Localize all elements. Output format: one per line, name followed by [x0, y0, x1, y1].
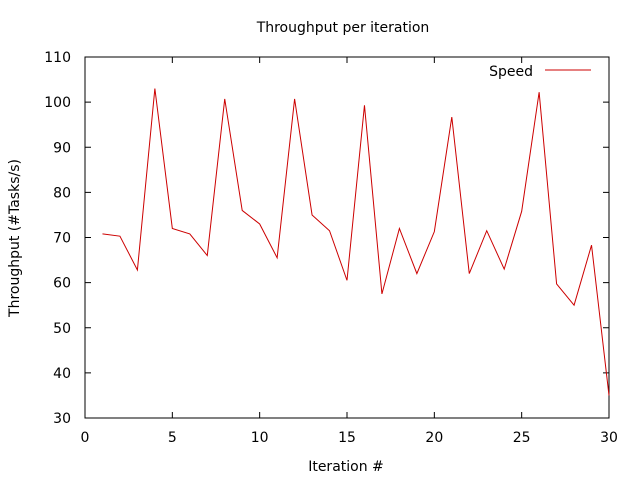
- y-tick-label: 30: [53, 411, 71, 427]
- legend: Speed: [489, 64, 591, 80]
- x-tick-label: 10: [251, 430, 269, 446]
- y-axis-ticks: 30 40 50 60 70 80 90 100 110: [44, 50, 609, 427]
- plot-area: [84, 56, 610, 419]
- y-tick-label: 60: [53, 276, 71, 292]
- x-axis-ticks: 0 5 10 15 20 25 30: [81, 57, 618, 446]
- legend-label-speed: Speed: [489, 64, 533, 80]
- series-layer: [102, 88, 610, 396]
- x-tick-label: 20: [425, 430, 443, 446]
- y-tick-label: 40: [53, 366, 71, 382]
- series-line-speed: [102, 88, 610, 396]
- x-axis-label: Iteration #: [308, 459, 384, 475]
- x-tick-label: 0: [81, 430, 90, 446]
- x-tick-label: 15: [338, 430, 356, 446]
- y-tick-label: 110: [44, 50, 71, 66]
- x-tick-label: 30: [600, 430, 618, 446]
- chart-title: Throughput per iteration: [256, 20, 430, 36]
- x-tick-label: 5: [168, 430, 177, 446]
- y-axis-label: Throughput (#Tasks/s): [7, 159, 23, 318]
- plot-frame: [84, 56, 610, 419]
- y-tick-label: 70: [53, 231, 71, 247]
- y-tick-label: 100: [44, 95, 71, 111]
- y-tick-label: 80: [53, 185, 71, 201]
- x-tick-label: 25: [513, 430, 531, 446]
- y-tick-label: 90: [53, 140, 71, 156]
- y-tick-label: 50: [53, 321, 71, 337]
